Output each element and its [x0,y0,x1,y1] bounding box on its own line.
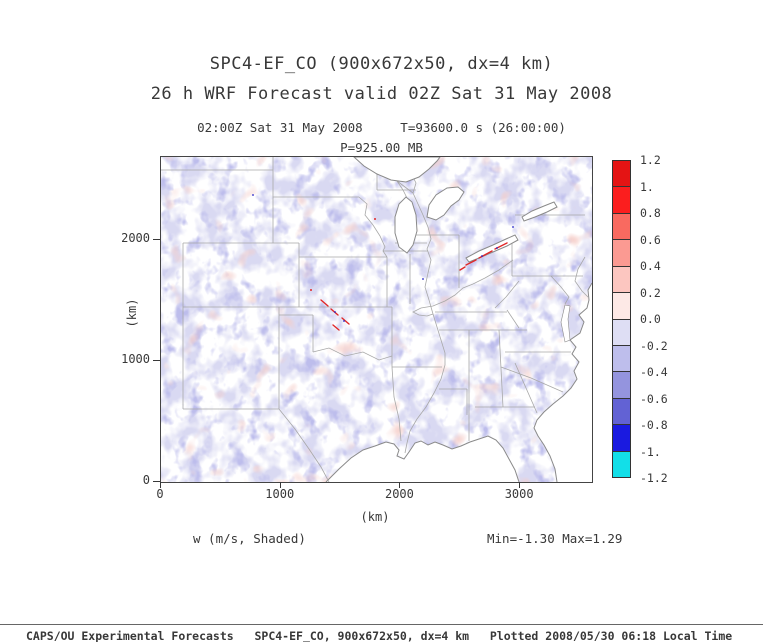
colorbar-segment [613,344,630,372]
colorbar-tick-label: 0.0 [640,312,661,326]
colorbar [612,160,631,478]
x-tick-mark [160,482,161,488]
updraft-streaks [310,218,508,331]
colorbar-tick-label: -0.2 [640,338,668,353]
pressure-level-line: P=925.00 MB [340,140,423,155]
y-tick-label: 1000 [121,352,150,367]
lake-ontario [521,201,558,222]
y-tick-mark [153,239,160,241]
x-tick-label: 2000 [384,487,414,501]
gulf-coastline [325,435,520,482]
x-tick-mark [399,482,401,488]
x-axis-unit-label: (km) [360,510,390,524]
atlantic-coastline [533,282,592,482]
map-panel [160,156,593,483]
colorbar-tick-label: 0.4 [640,259,661,273]
downdraft-specks [252,194,514,322]
colorbar-segment [613,186,630,213]
colorbar-tick-label: -0.4 [640,365,668,379]
colorbar-tick-label: -0.8 [640,418,668,432]
river-borders [278,162,514,482]
minmax-label: Min=-1.30 Max=1.29 [487,531,623,546]
atlantic-ocean [534,283,592,482]
colorbar-segment [613,161,630,187]
x-tick-label: 1000 [265,487,295,501]
valid-time-line: 02:00Z Sat 31 May 2008 T=93600.0 s (26:0… [197,120,566,135]
plot-title-line2: 26 h WRF Forecast valid 02Z Sat 31 May 2… [150,84,613,104]
ocean [325,282,592,482]
y-tick-label: 2000 [121,231,150,246]
colorbar-tick-label: 1. [640,179,654,194]
field-label: w (m/s, Shaded) [193,531,306,546]
colorbar-segment [613,318,630,345]
colorbar-segment [613,397,630,425]
colorbar-tick-label: 0.6 [640,232,661,247]
x-tick-label: 0 [156,487,164,501]
great-lakes [353,157,571,343]
colorbar-tick-label: 1.2 [640,153,661,167]
colorbar-segment [613,450,630,478]
lake-erie [465,234,519,263]
x-tick-mark [279,482,281,488]
footer-caption: CAPS/OU Experimental Forecasts SPC4-EF_C… [0,624,763,642]
colorbar-tick-label: 0.8 [640,206,661,220]
colorbar-segment [613,239,630,266]
y-tick-label: 0 [142,473,150,487]
colorbar-tick-label: -1. [640,444,661,459]
lake-huron [426,186,465,221]
colorbar-tick-label: -1.2 [640,471,668,485]
w-field-shading [161,157,592,482]
x-tick-mark [519,482,521,488]
gulf-of-mexico [326,436,519,482]
chesapeake-bay [560,304,571,343]
lake-michigan [394,196,418,254]
y-tick-mark [153,360,160,362]
colorbar-segment [613,424,630,451]
x-tick-label: 3000 [504,487,534,501]
y-tick-mark [153,481,160,482]
colorbar-segment [613,212,630,240]
y-axis-unit-label: (km) [125,298,139,328]
colorbar-segment [613,292,630,319]
plot-title-line1: SPC4-EF_CO (900x672x50, dx=4 km) [209,54,554,74]
colorbar-segment [613,371,630,398]
colorbar-tick-label: -0.6 [640,391,668,406]
us-map [161,157,592,482]
lake-superior [353,157,441,183]
colorbar-segment [613,265,630,293]
colorbar-tick-label: 0.2 [640,285,661,300]
